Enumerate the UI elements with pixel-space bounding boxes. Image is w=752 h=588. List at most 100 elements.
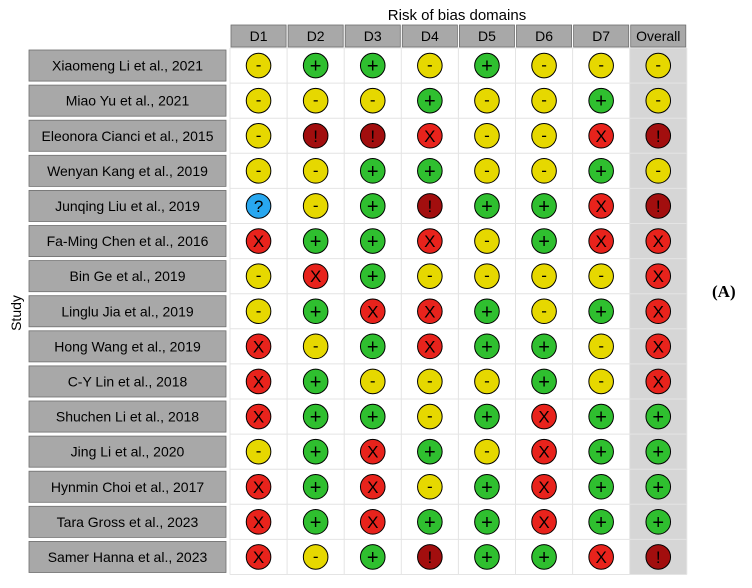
judgement-mark-some-concerns: - [359, 87, 386, 114]
judgement-mark-high-risk: X [531, 438, 557, 465]
judgement-symbol: X [367, 478, 378, 497]
judgement-symbol: X [367, 443, 378, 462]
judgement-symbol: - [256, 266, 262, 285]
judgement-circle [645, 544, 672, 570]
judgement-symbol: + [595, 161, 607, 183]
judgement-symbol: - [370, 91, 376, 110]
judgement-circle [474, 193, 500, 219]
judgement-mark-low-risk: + [302, 473, 329, 500]
judgement-mark-low-risk: + [359, 403, 386, 430]
judgement-mark-no-information: ? [245, 193, 272, 219]
judgement-mark-low-risk: + [417, 509, 443, 535]
judgement-circle [245, 298, 272, 325]
judgement-symbol: X [595, 127, 606, 146]
judgement-mark-high-risk: X [245, 473, 272, 500]
judgement-circle [645, 193, 672, 219]
judgement-circle [588, 509, 614, 535]
judgement-symbol: - [541, 301, 547, 320]
judgement-circle [531, 263, 557, 289]
judgement-mark-high-risk: X [588, 544, 614, 570]
judgement-symbol: + [310, 231, 322, 253]
judgement-mark-low-risk: + [531, 368, 557, 395]
judgement-symbol: + [310, 407, 322, 429]
judgement-mark-low-risk: + [359, 228, 386, 254]
judgement-symbol: - [427, 56, 433, 75]
study-label: Wenyan Kang et al., 2019 [47, 163, 208, 179]
judgement-circle [588, 193, 614, 219]
judgement-mark-some-concerns: - [531, 263, 557, 289]
judgement-circle [359, 122, 386, 149]
judgement-symbol: X [253, 337, 264, 356]
judgement-mark-some-concerns: - [417, 263, 443, 289]
judgement-symbol: - [313, 336, 319, 355]
judgement-symbol: + [481, 336, 493, 358]
judgement-circle [474, 87, 500, 114]
judgement-mark-low-risk: + [588, 403, 614, 430]
judgement-mark-low-risk: + [359, 158, 386, 184]
study-label: Shuchen Li et al., 2018 [56, 409, 199, 425]
judgement-symbol: - [427, 371, 433, 390]
judgement-symbol: - [598, 56, 604, 75]
judgement-mark-high-risk: X [645, 333, 672, 360]
judgement-mark-high-risk: X [302, 263, 329, 289]
judgement-symbol: X [653, 302, 664, 321]
judgement-mark-low-risk: + [474, 333, 500, 360]
study-label-cell [28, 84, 227, 117]
judgement-mark-some-concerns: - [302, 193, 329, 219]
judgement-circle [302, 158, 329, 184]
judgement-mark-low-risk: + [474, 193, 500, 219]
judgement-symbol: - [541, 126, 547, 145]
judgement-circle [245, 403, 272, 430]
judgement-symbol: X [424, 232, 435, 251]
judgement-circle [588, 52, 614, 79]
judgement-mark-some-concerns: - [531, 87, 557, 114]
judgement-symbol: - [313, 91, 319, 110]
judgement-circle [645, 333, 672, 360]
judgement-symbol: X [595, 548, 606, 567]
judgement-mark-low-risk: + [588, 509, 614, 535]
judgement-mark-some-concerns: - [474, 263, 500, 289]
judgement-mark-high-risk: X [645, 228, 672, 254]
judgement-mark-some-concerns: - [302, 87, 329, 114]
judgement-circle [531, 87, 557, 114]
judgement-mark-high-risk: X [588, 193, 614, 219]
judgement-symbol: - [484, 231, 490, 250]
judgement-circle [245, 193, 272, 219]
judgement-mark-some-concerns: - [474, 158, 500, 184]
judgement-circle [359, 193, 386, 219]
judgement-symbol: - [256, 56, 262, 75]
judgement-circle [417, 403, 443, 430]
judgement-circle [645, 52, 672, 79]
judgement-circle [302, 403, 329, 430]
study-label-cell [28, 330, 227, 363]
judgement-mark-low-risk: + [588, 473, 614, 500]
judgement-circle [645, 509, 672, 535]
judgement-circle [588, 263, 614, 289]
study-label: Junqing Liu et al., 2019 [55, 198, 200, 214]
judgement-symbol: + [538, 231, 550, 253]
judgement-symbol: - [484, 91, 490, 110]
study-label-cell [28, 470, 227, 503]
study-label: Xiaomeng Li et al., 2021 [52, 58, 203, 74]
judgement-symbol: + [310, 56, 322, 78]
judgement-mark-high-risk: X [588, 122, 614, 149]
judgement-mark-some-concerns: - [302, 333, 329, 360]
study-label: Hynmin Choi et al., 2017 [51, 479, 205, 495]
judgement-circle [417, 122, 443, 149]
study-label-cell [28, 295, 227, 328]
judgement-mark-some-concerns: - [245, 122, 272, 149]
judgement-symbol: + [481, 301, 493, 323]
judgement-mark-some-concerns: - [474, 438, 500, 465]
judgement-circle [474, 122, 500, 149]
study-label: Miao Yu et al., 2021 [66, 93, 190, 109]
judgement-symbol: + [310, 477, 322, 499]
judgement-symbol: X [367, 302, 378, 321]
judgement-symbol: + [367, 407, 379, 429]
judgement-mark-high-risk: X [245, 544, 272, 570]
judgement-mark-high-risk: X [245, 509, 272, 535]
judgement-mark-low-risk: + [302, 52, 329, 79]
judgement-symbol: X [367, 513, 378, 532]
judgement-symbol: + [481, 407, 493, 429]
judgement-mark-some-concerns: - [474, 122, 500, 149]
